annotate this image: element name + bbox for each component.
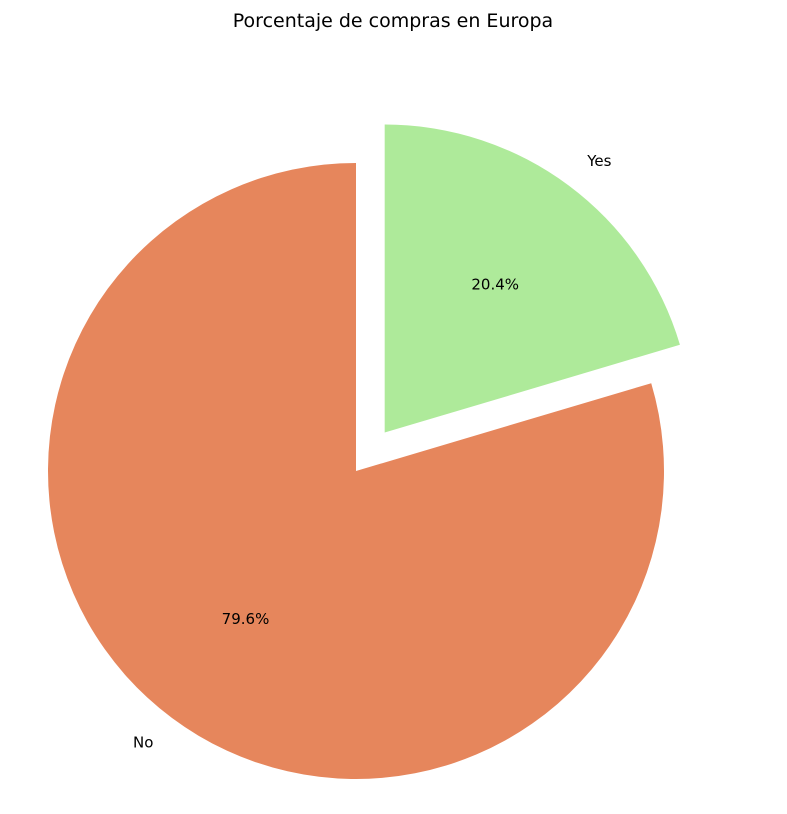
pct-label-yes: 20.4% [471, 275, 519, 293]
pie-slice-no [48, 163, 665, 779]
pct-label-no: 79.6% [222, 610, 270, 628]
chart-title: Porcentaje de compras en Europa [233, 10, 553, 32]
slice-label-no: No [133, 734, 153, 752]
slice-label-yes: Yes [586, 152, 611, 170]
pie-slices: 20.4% Yes 79.6% No [48, 124, 680, 779]
pie-slice-yes [384, 124, 680, 433]
